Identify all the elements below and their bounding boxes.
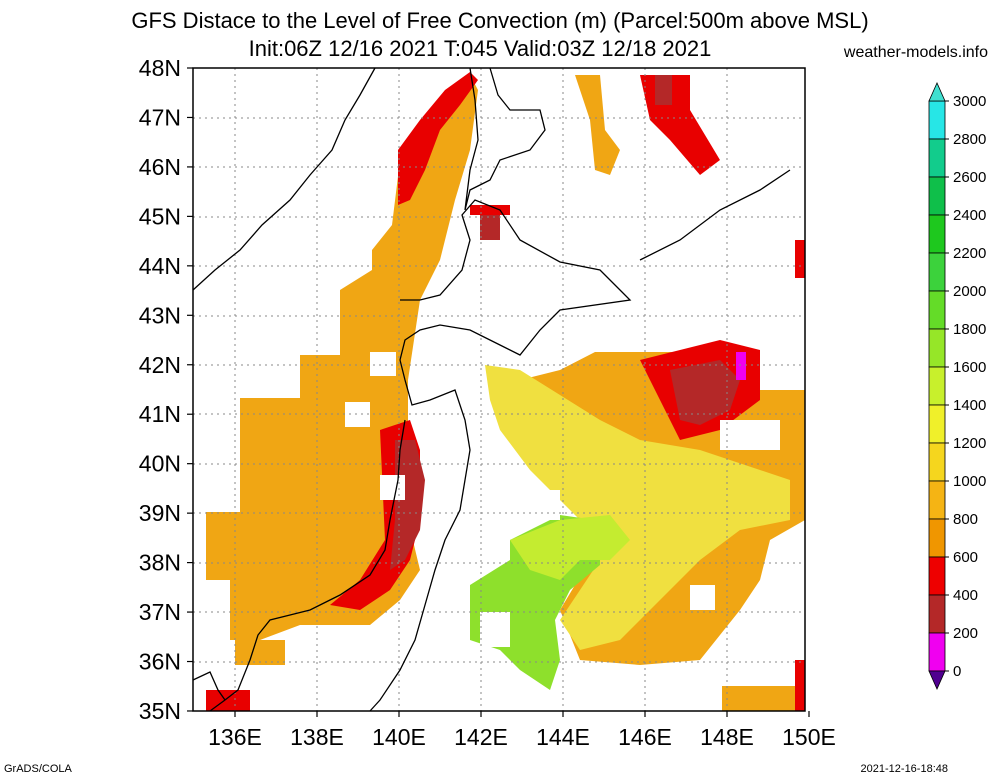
graticule [193,68,805,711]
field-orange-west [206,75,478,640]
coast-honshu-west [209,419,406,712]
lat-label-46n: 46N [139,154,181,180]
field-red-east [795,240,805,278]
field-magenta-pacific-ne [736,352,746,380]
colorbar-swatch [928,366,946,406]
lon-label-138e: 138E [290,724,344,750]
lon-label-150e: 150E [782,724,836,750]
lat-axis: 48N 47N 46N 45N 44N 43N 42N 41N 40N 39N 38N 37N 36N 3… [139,55,193,724]
chart-title-line2: Init:06Z 12/16 2021 T:045 Valid:03Z 12/1… [248,36,712,61]
lat-label-36n: 36N [139,649,181,675]
colorbar-swatch [928,100,946,140]
colorbar-top-arrow [928,82,946,102]
hole-1 [345,402,370,427]
hole-3 [370,352,396,376]
field-red-sakhalin-s [470,205,510,215]
colorbar-label-600: 600 [953,549,978,566]
hole-4 [720,420,780,450]
colorbar-swatch [928,252,946,292]
lat-label-40n: 40N [139,451,181,477]
lon-label-146e: 146E [618,724,672,750]
lat-label-39n: 39N [139,500,181,526]
field-yellowgreen-pacific [510,515,630,580]
field-red-se [795,660,805,711]
field-orange-okhotsk [575,75,620,175]
colorbar-bottom-arrow [928,670,946,690]
colorbar-label-3000: 3000 [953,93,986,110]
colorbar: 3000280026002400220020001800160014001200… [928,82,986,690]
lat-label-45n: 45N [139,203,181,229]
lat-label-48n: 48N [139,55,181,81]
colorbar-label-800: 800 [953,511,978,528]
colorbar-swatch [928,214,946,254]
colorbar-swatch [928,480,946,520]
site-credit: weather-models.info [843,44,988,61]
coast-honshu-north [369,359,471,712]
colorbar-label-2200: 2200 [953,245,986,262]
hole-6 [480,612,510,647]
lat-label-43n: 43N [139,302,181,328]
lat-label-41n: 41N [139,401,181,427]
lon-label-148e: 148E [700,724,754,750]
footer-timestamp: 2021-12-16-18:48 [860,763,948,775]
colorbar-swatch [928,632,946,672]
colorbar-label-2600: 2600 [953,169,986,186]
lat-label-44n: 44N [139,253,181,279]
colorbar-label-400: 400 [953,587,978,604]
colorbar-swatch [928,404,946,444]
coast-korea-east [192,671,226,701]
lat-label-37n: 37N [139,599,181,625]
colorbar-label-200: 200 [953,625,978,642]
field-brown-sakhalin-s [480,215,500,240]
lon-label-140e: 140E [372,724,426,750]
coast-sakhalin [464,67,546,211]
coastlines [192,67,791,712]
colorbar-label-2400: 2400 [953,207,986,224]
colorbar-label-0: 0 [953,663,961,680]
colorbar-swatch [928,594,946,634]
lon-axis: 136E 138E 140E 142E 144E 146E 148E 150E [208,711,836,750]
field-orange-se [722,686,800,711]
colorbar-swatch [928,442,946,482]
colorbar-label-1400: 1400 [953,397,986,414]
colorbar-label-1800: 1800 [953,321,986,338]
lon-label-136e: 136E [208,724,262,750]
colorbar-swatch [928,176,946,216]
coast-hokkaido [399,199,632,361]
hole-7 [520,490,560,520]
lon-label-144e: 144E [536,724,590,750]
field-brown-pacific-ne [670,360,740,425]
plot-frame [192,67,806,712]
lat-label-47n: 47N [139,104,181,130]
colorbar-swatch [928,556,946,596]
colorbar-label-1200: 1200 [953,435,986,452]
colorbar-label-2000: 2000 [953,283,986,300]
colorbar-swatch [928,138,946,178]
coast-asia-mainland [192,67,376,291]
footer-left-credit: GrADS/COLA [4,763,72,775]
colorbar-swatch [928,328,946,368]
lat-label-35n: 35N [139,698,181,724]
colorbar-swatch [928,518,946,558]
hole-2 [380,475,405,500]
lon-label-142e: 142E [454,724,508,750]
chart-title-line1: GFS Distace to the Level of Free Convect… [131,8,869,33]
colorbar-label-1000: 1000 [953,473,986,490]
field-red-jp-west [206,690,250,711]
field-yellow-pacific [485,365,790,650]
field-red-band-north [398,72,478,205]
coast-kuriles [639,169,791,261]
colorbar-label-1600: 1600 [953,359,986,376]
hole-5 [690,585,715,610]
field-orange-jp-west [235,640,285,665]
lfc-shading [206,72,805,711]
colorbar-label-2800: 2800 [953,131,986,148]
field-brown-okhotsk [655,75,672,105]
lat-label-38n: 38N [139,550,181,576]
colorbar-swatch [928,290,946,330]
lat-label-42n: 42N [139,352,181,378]
